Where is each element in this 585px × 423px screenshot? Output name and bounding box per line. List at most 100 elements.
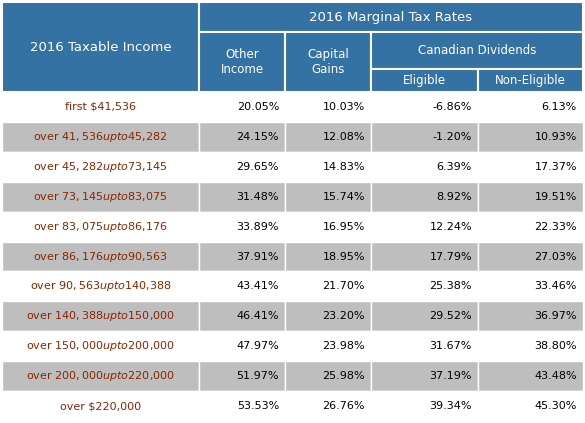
Bar: [199, 182, 285, 212]
Text: 16.95%: 16.95%: [322, 222, 365, 231]
Bar: [2, 92, 199, 122]
Text: 24.15%: 24.15%: [236, 132, 279, 142]
Text: Canadian Dividends: Canadian Dividends: [418, 44, 536, 57]
Text: 2016 Taxable Income: 2016 Taxable Income: [30, 41, 171, 53]
Bar: [371, 361, 478, 391]
Bar: [371, 69, 478, 92]
Bar: [285, 152, 371, 182]
Text: 10.03%: 10.03%: [323, 102, 365, 112]
Text: 2016 Marginal Tax Rates: 2016 Marginal Tax Rates: [309, 11, 473, 24]
Text: 37.19%: 37.19%: [429, 371, 472, 381]
Bar: [478, 361, 583, 391]
Text: 12.24%: 12.24%: [429, 222, 472, 231]
Text: 53.53%: 53.53%: [237, 401, 279, 411]
Text: 29.65%: 29.65%: [236, 162, 279, 172]
Text: 14.83%: 14.83%: [322, 162, 365, 172]
Bar: [285, 301, 371, 331]
Text: 10.93%: 10.93%: [535, 132, 577, 142]
Bar: [2, 242, 199, 272]
Text: 46.41%: 46.41%: [236, 311, 279, 321]
Bar: [285, 361, 371, 391]
Text: over $86,176 up to $90,563: over $86,176 up to $90,563: [33, 250, 168, 264]
Text: 6.13%: 6.13%: [542, 102, 577, 112]
Bar: [371, 92, 478, 122]
Text: Non-Eligible: Non-Eligible: [495, 74, 566, 87]
Bar: [371, 212, 478, 242]
Text: over $90,563 up to $140,388: over $90,563 up to $140,388: [29, 280, 171, 294]
Bar: [199, 272, 285, 301]
Bar: [371, 391, 478, 421]
Bar: [2, 301, 199, 331]
Text: over $83,075 up to $86,176: over $83,075 up to $86,176: [33, 220, 168, 233]
Text: -6.86%: -6.86%: [433, 102, 472, 112]
Bar: [371, 152, 478, 182]
Bar: [199, 32, 285, 92]
Bar: [2, 272, 199, 301]
Text: 21.70%: 21.70%: [322, 281, 365, 291]
Text: 15.74%: 15.74%: [322, 192, 365, 202]
Bar: [478, 391, 583, 421]
Text: Other
Income: Other Income: [221, 48, 264, 76]
Text: 23.98%: 23.98%: [322, 341, 365, 351]
Text: 25.38%: 25.38%: [429, 281, 472, 291]
Bar: [199, 152, 285, 182]
Bar: [285, 242, 371, 272]
Text: 12.08%: 12.08%: [322, 132, 365, 142]
Text: over $41,536 up to $45,282: over $41,536 up to $45,282: [33, 130, 168, 144]
Bar: [199, 2, 583, 32]
Text: 33.89%: 33.89%: [236, 222, 279, 231]
Bar: [478, 182, 583, 212]
Text: 38.80%: 38.80%: [535, 341, 577, 351]
Bar: [199, 361, 285, 391]
Text: over $73,145 up to $83,075: over $73,145 up to $83,075: [33, 190, 168, 204]
Text: 36.97%: 36.97%: [535, 311, 577, 321]
Bar: [199, 92, 285, 122]
Text: over $150,000 up to $200,000: over $150,000 up to $200,000: [26, 339, 175, 353]
Bar: [478, 122, 583, 152]
Bar: [478, 272, 583, 301]
Text: 26.76%: 26.76%: [322, 401, 365, 411]
Bar: [285, 32, 371, 92]
Text: first $41,536: first $41,536: [65, 102, 136, 112]
Text: Eligible: Eligible: [403, 74, 446, 87]
Text: 17.37%: 17.37%: [535, 162, 577, 172]
Bar: [371, 122, 478, 152]
Text: 23.20%: 23.20%: [322, 311, 365, 321]
Text: 22.33%: 22.33%: [535, 222, 577, 231]
Bar: [199, 331, 285, 361]
Text: over $45,282 up to $73,145: over $45,282 up to $73,145: [33, 160, 168, 174]
Bar: [285, 182, 371, 212]
Text: 6.39%: 6.39%: [436, 162, 472, 172]
Bar: [285, 212, 371, 242]
Text: 8.92%: 8.92%: [436, 192, 472, 202]
Text: over $140,388 up to $150,000: over $140,388 up to $150,000: [26, 309, 175, 323]
Bar: [2, 212, 199, 242]
Bar: [2, 152, 199, 182]
Text: 19.51%: 19.51%: [535, 192, 577, 202]
Bar: [478, 212, 583, 242]
Bar: [478, 242, 583, 272]
Text: 43.41%: 43.41%: [236, 281, 279, 291]
Text: -1.20%: -1.20%: [433, 132, 472, 142]
Bar: [285, 122, 371, 152]
Text: over $220,000: over $220,000: [60, 401, 141, 411]
Bar: [199, 301, 285, 331]
Bar: [371, 32, 583, 69]
Bar: [478, 92, 583, 122]
Text: 47.97%: 47.97%: [236, 341, 279, 351]
Bar: [478, 331, 583, 361]
Text: 37.91%: 37.91%: [236, 252, 279, 261]
Text: 45.30%: 45.30%: [535, 401, 577, 411]
Bar: [2, 361, 199, 391]
Bar: [478, 69, 583, 92]
Bar: [371, 182, 478, 212]
Bar: [199, 391, 285, 421]
Bar: [285, 331, 371, 361]
Text: 33.46%: 33.46%: [535, 281, 577, 291]
Bar: [371, 301, 478, 331]
Text: over $200,000 up to $220,000: over $200,000 up to $220,000: [26, 369, 175, 383]
Bar: [478, 301, 583, 331]
Bar: [199, 212, 285, 242]
Bar: [285, 391, 371, 421]
Bar: [371, 242, 478, 272]
